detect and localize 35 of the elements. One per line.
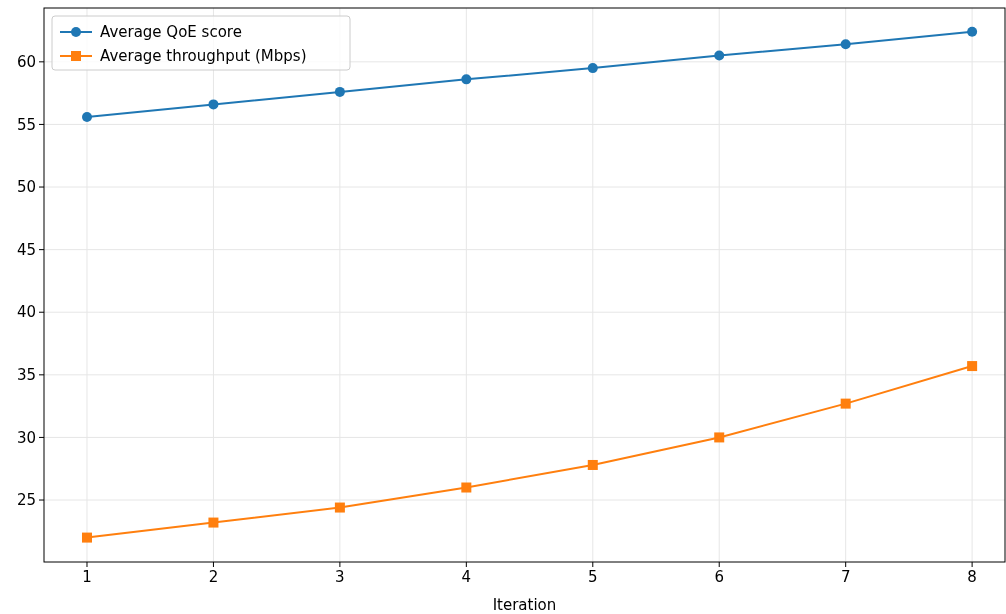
point (81, 532, 92, 543)
x-tick-label: 5 (588, 568, 598, 586)
point (714, 432, 725, 443)
x-tick-label: 3 (335, 568, 345, 586)
point (81, 111, 92, 122)
point (461, 482, 472, 493)
point (334, 86, 345, 97)
point (334, 502, 345, 513)
point (208, 517, 219, 528)
point (967, 361, 978, 372)
x-tick-label: 4 (461, 568, 472, 586)
point (967, 26, 978, 37)
point (208, 99, 219, 110)
point (840, 39, 851, 50)
point (714, 50, 725, 61)
x-tick-label: 6 (714, 568, 724, 586)
legend-label: Average QoE score (100, 23, 242, 42)
y-tick-label: 25 (16, 491, 36, 510)
point (840, 398, 851, 409)
point (587, 63, 598, 74)
y-tick-label: 50 (16, 178, 36, 197)
x-tick-label: 7 (840, 568, 851, 586)
y-tick-label: 30 (16, 428, 36, 447)
point (587, 459, 598, 470)
x-tick-label: 8 (967, 568, 977, 586)
x-axis-title: Iteration (492, 596, 557, 614)
x-tick-label: 2 (208, 568, 219, 586)
legend-label: Average throughput (Mbps) (100, 47, 307, 66)
x-tick-label: 1 (82, 568, 92, 586)
y-tick-label: 55 (16, 115, 36, 134)
y-tick-label: 40 (16, 303, 36, 322)
y-tick-label: 60 (16, 53, 36, 72)
y-tick-label: 45 (16, 240, 36, 259)
y-tick-label: 35 (16, 366, 36, 385)
point (461, 74, 472, 85)
